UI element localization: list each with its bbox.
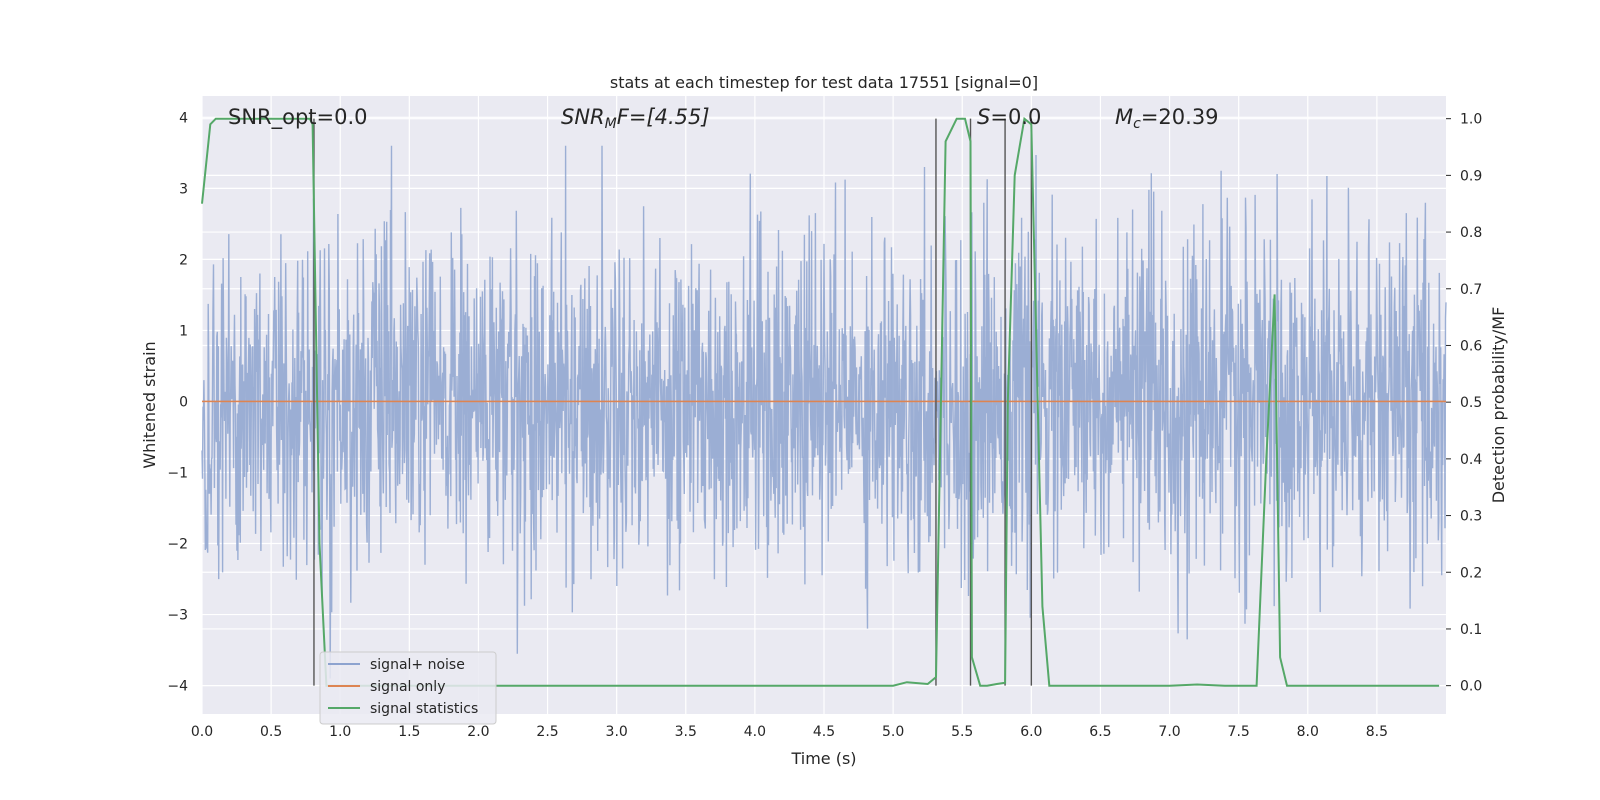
right-y-tick-label: 0.9 [1460,168,1482,184]
snr-opt-annotation: SNR_opt=0.0 [228,105,368,130]
mc-main: M [1115,105,1133,129]
legend: signal+ noise signal only signal statist… [319,651,497,725]
y-tick-label: −2 [167,537,188,553]
right-y-tick-label: 0.8 [1460,225,1482,241]
x-tick-label: 6.0 [1020,724,1042,740]
s-rest: =0.0 [990,105,1041,129]
y-tick-label: −4 [167,679,188,695]
x-tick-label: 3.5 [675,724,697,740]
x-axis-label: Time (s) [790,749,856,768]
right-y-tick-label: 0.1 [1460,622,1482,638]
snr-mf-rest: F=[4.55] [617,105,710,129]
y-tick-label: 1 [179,323,188,339]
s-main: S [977,105,990,129]
y-tick-label: −3 [167,608,188,624]
x-tick-label: 4.5 [813,724,835,740]
chart-title: stats at each timestep for test data 175… [610,73,1038,92]
x-tick-label: 8.5 [1366,724,1388,740]
legend-box [319,651,497,725]
right-y-tick-label: 0.7 [1460,282,1482,298]
right-y-tick-label: 0.0 [1460,679,1482,695]
x-tick-label: 6.5 [1089,724,1111,740]
x-tick-label: 3.0 [606,724,628,740]
x-tick-label: 4.0 [744,724,766,740]
s-annotation: S=0.0 [977,105,1041,129]
x-tick-label: 1.5 [398,724,420,740]
snr-mf-subscript: M [605,116,617,132]
signal-statistics-series [201,116,1440,687]
x-tick-label: 2.5 [536,724,558,740]
x-tick-label: 5.0 [882,724,904,740]
y-tick-label: 3 [179,181,188,197]
y-tick-label: −1 [167,465,188,481]
x-tick-label: 7.5 [1228,724,1250,740]
x-tick-label: 2.0 [467,724,489,740]
y-tick-label: 2 [179,252,188,268]
x-tick-label: 7.0 [1158,724,1180,740]
signal-noise-series [201,145,1447,679]
right-y-tick-label: 0.3 [1460,509,1482,525]
snr-mf-main: SNR [561,105,605,129]
mc-subscript: c [1133,116,1141,132]
right-y-tick-label: 0.4 [1460,452,1482,468]
right-y-tick-labels: 1.0 0.9 0.8 0.7 0.6 0.5 0.4 0.3 0.2 0.1 0.0 [1446,112,1482,695]
right-y-tick-label: 0.2 [1460,565,1482,581]
x-tick-label: 0.0 [191,724,213,740]
x-tick-label: 0.5 [260,724,282,740]
y-tick-label: 0 [179,394,188,410]
y-axis-label: Whitened strain [140,341,159,468]
x-tick-label: 5.5 [951,724,973,740]
right-y-tick-label: 0.5 [1460,395,1482,411]
signal-statistics-line [201,116,1440,687]
x-tick-label: 8.0 [1297,724,1319,740]
x-tick-labels: 0.0 0.5 1.0 1.5 2.0 2.5 3.0 3.5 4.0 4.5 5.0 5.5 6.0 6… [191,724,1388,740]
x-tick-label: 1.0 [329,724,351,740]
mc-annotation: Mc=20.39 [1115,105,1219,132]
legend-label-statistics: signal statistics [370,701,478,717]
y-tick-label: 4 [179,110,188,126]
mc-rest: =20.39 [1141,105,1219,129]
right-y-tick-label: 0.6 [1460,338,1482,354]
legend-label-signal-only: signal only [370,679,445,695]
right-y-tick-label: 1.0 [1460,112,1482,128]
y-tick-labels: 4 3 2 1 0 −1 −2 −3 −4 [167,110,188,694]
snr-mf-annotation: SNRMF=[4.55] [561,105,710,132]
legend-label-noise: signal+ noise [370,657,465,673]
right-y-axis-label: Detection probability/MF [1489,307,1508,504]
signal-noise-line [201,145,1447,679]
